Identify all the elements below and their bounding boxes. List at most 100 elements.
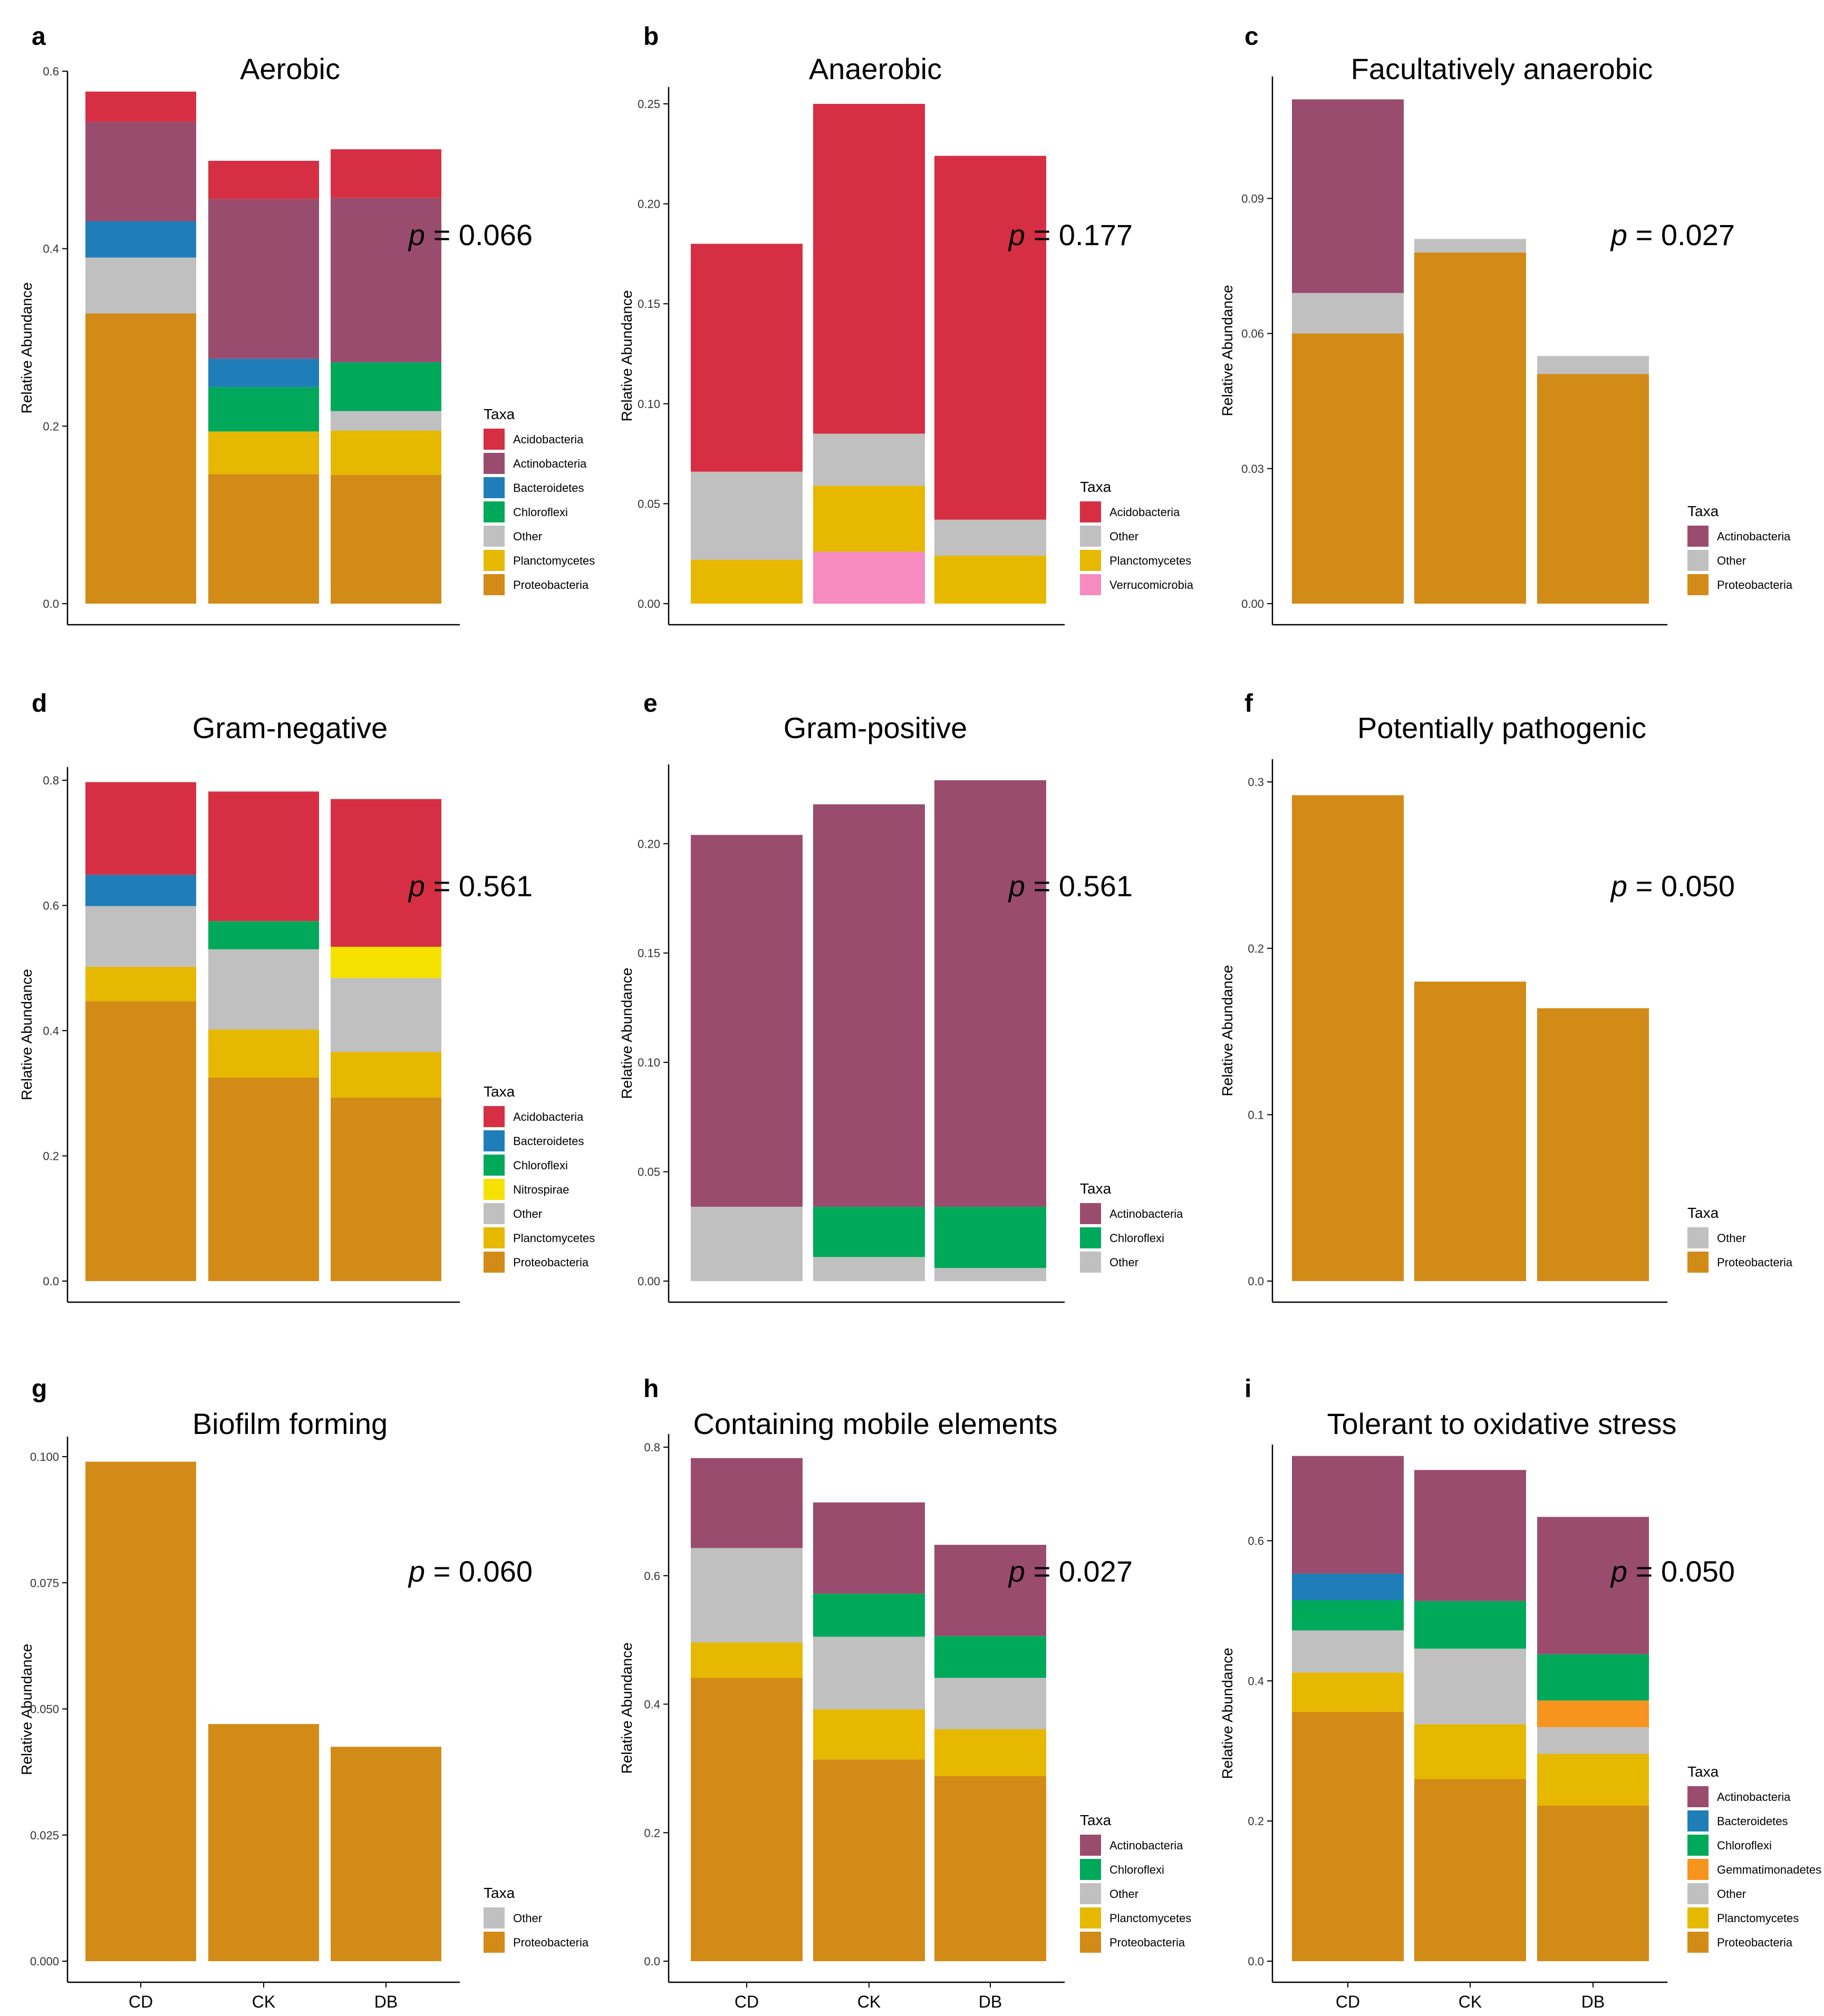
legend-swatch-gemmatimonadetes: [1687, 1859, 1709, 1880]
legend-swatch-chloroflexi: [484, 501, 505, 522]
y-tick-label: 0.6: [1248, 1535, 1264, 1548]
panel-letter: d: [32, 690, 47, 718]
bar-segment-acidobacteria-cd: [691, 244, 803, 472]
bar-segment-proteobacteria-cd: [691, 1678, 803, 1961]
bar-segment-proteobacteria-db: [1537, 1805, 1649, 1961]
legend-label-other: Other: [1109, 530, 1138, 543]
p-value-symbol: p: [408, 869, 425, 903]
y-axis-label: Relative Abundance: [18, 1644, 35, 1775]
bar-segment-planctomycetes-ck: [813, 486, 925, 552]
chart-title: Gram-negative: [192, 711, 388, 744]
x-tick-label: CD: [1336, 1992, 1360, 2011]
y-tick-label: 0.050: [30, 1703, 59, 1716]
legend: Taxa Other Proteobacteria: [484, 1885, 589, 1953]
panel-i: i Tolerant to oxidative stress 0.0 0.2 0.4 0.…: [1219, 1375, 1821, 2011]
legend-label-proteobacteria: Proteobacteria: [1717, 1936, 1793, 1949]
panel-letter: b: [643, 23, 659, 51]
bar-segment-proteobacteria-ck: [208, 1724, 319, 1961]
bar-segment-acidobacteria-ck: [208, 791, 319, 922]
bar-segment-proteobacteria-db: [1537, 374, 1649, 604]
legend-label-actinobacteria: Actinobacteria: [513, 457, 587, 470]
legend-label-planctomycetes: Planctomycetes: [1717, 1912, 1799, 1925]
y-tick-label: 0.15: [638, 297, 660, 311]
y-tick-label: 0.025: [30, 1829, 59, 1842]
legend-label-other: Other: [513, 1912, 542, 1925]
bar-segment-other-ck: [208, 949, 319, 1030]
legend-swatch-other: [484, 1203, 505, 1224]
chart-title: Biofilm forming: [192, 1407, 388, 1440]
y-tick-label: 0.2: [1248, 1815, 1264, 1828]
legend-swatch-chloroflexi: [484, 1155, 505, 1176]
bar-segment-planctomycetes-cd: [691, 559, 803, 604]
legend-label-actinobacteria: Actinobacteria: [1717, 1790, 1791, 1804]
x-tick-label: DB: [979, 1992, 1002, 2011]
bar-segment-proteobacteria-ck: [1414, 252, 1526, 604]
y-tick-label: 0.0: [43, 1275, 59, 1288]
legend-swatch-other: [1080, 526, 1101, 547]
legend-label-verrucomicrobia: Verrucomicrobia: [1109, 578, 1194, 592]
bar-segment-proteobacteria-ck: [813, 1759, 925, 1961]
x-tick-label: CK: [1459, 1992, 1482, 2011]
panel-b: b Anaerobic 0.00 0.05 0.10 0.15 0.20 0.25 Relati…: [619, 23, 1194, 626]
bar-segment-actinobacteria-db: [1537, 1517, 1649, 1654]
p-value-symbol: p: [1610, 869, 1627, 903]
bar-segment-chloroflexi-db: [331, 362, 441, 411]
bar-segment-planctomycetes-cd: [691, 1642, 803, 1678]
legend-label-other: Other: [513, 530, 542, 543]
bar-segment-other-cd: [85, 906, 196, 967]
legend-label-chloroflexi: Chloroflexi: [513, 506, 568, 519]
bar-segment-acidobacteria-db: [934, 156, 1046, 520]
bar-segment-acidobacteria-db: [331, 149, 441, 198]
legend-swatch-other: [484, 526, 505, 547]
bar-segment-actinobacteria-db: [934, 780, 1046, 1207]
bar-segment-planctomycetes-db: [934, 555, 1046, 604]
legend-label-proteobacteria: Proteobacteria: [1717, 1256, 1793, 1269]
bar-segment-proteobacteria-db: [331, 1747, 441, 1961]
x-tick-label: CK: [857, 1992, 881, 2011]
legend-swatch-planctomycetes: [1080, 550, 1101, 571]
bar-segment-proteobacteria-cd: [1292, 795, 1404, 1281]
y-axis-label: Relative Abundance: [18, 282, 35, 413]
legend-label-proteobacteria: Proteobacteria: [513, 1936, 589, 1949]
legend-label-proteobacteria: Proteobacteria: [1717, 578, 1793, 592]
y-tick-label: 0.00: [638, 1275, 660, 1288]
bar-segment-chloroflexi-db: [934, 1636, 1046, 1678]
bar-segment-proteobacteria-cd: [1292, 1711, 1404, 1961]
legend-label-chloroflexi: Chloroflexi: [1717, 1839, 1772, 1852]
y-tick-label: 0.1: [1248, 1108, 1264, 1121]
chart-title: Potentially pathogenic: [1357, 711, 1646, 744]
y-axis-label: Relative Abundance: [619, 290, 635, 421]
y-tick-label: 0.05: [638, 1166, 660, 1179]
bar-segment-planctomycetes-db: [331, 1052, 441, 1098]
bar-segment-other-ck: [1414, 239, 1526, 253]
x-tick-label: CK: [252, 1992, 275, 2011]
bar-segment-bacteroidetes-ck: [208, 358, 319, 387]
y-tick-label: 0.25: [638, 98, 660, 111]
x-tick-label: CD: [735, 1992, 759, 2011]
y-tick-label: 0.2: [43, 420, 59, 433]
p-value-number: = 0.561: [1025, 869, 1133, 903]
legend-swatch-other: [1080, 1883, 1101, 1904]
legend-swatch-planctomycetes: [1687, 1907, 1709, 1928]
bar-segment-other-db: [1537, 1727, 1649, 1754]
legend: Taxa Actinobacteria Bacteroidetes Chlorofle…: [1687, 1763, 1821, 1953]
chart-title: Aerobic: [240, 52, 340, 85]
legend-swatch-chloroflexi: [1687, 1835, 1709, 1856]
legend-swatch-verrucomicrobia: [1080, 574, 1101, 595]
chart-title: Facultatively anaerobic: [1351, 52, 1653, 85]
bar-segment-proteobacteria-cd: [85, 1461, 196, 1961]
p-value-text: p = 0.060: [408, 1555, 533, 1588]
y-tick-label: 0.6: [644, 1569, 660, 1583]
bar-segment-other-cd: [1292, 1630, 1404, 1673]
bar-segment-actinobacteria-cd: [691, 835, 803, 1207]
bar-segment-other-ck: [813, 1257, 925, 1281]
legend-label-proteobacteria: Proteobacteria: [1109, 1936, 1185, 1949]
y-tick-label: 0.6: [43, 899, 59, 913]
chart-title: Anaerobic: [809, 52, 942, 85]
bar-segment-other-cd: [691, 471, 803, 560]
legend-swatch-bacteroidetes: [484, 477, 505, 498]
legend-label-other: Other: [1109, 1887, 1138, 1901]
legend-swatch-nitrospirae: [484, 1179, 505, 1200]
legend-label-gemmatimonadetes: Gemmatimonadetes: [1717, 1863, 1821, 1876]
